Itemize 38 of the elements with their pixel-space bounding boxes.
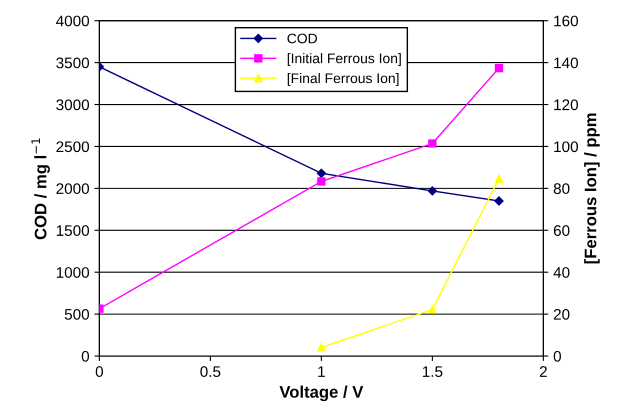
- point: [428, 305, 437, 314]
- y2-tick-label: 20: [554, 308, 570, 320]
- y-tick-label: 0: [82, 350, 90, 362]
- x-tick-label: 2: [540, 366, 547, 377]
- point: [317, 177, 326, 186]
- y2-tick-label: 40: [553, 267, 570, 278]
- y2-tick-label: 60: [554, 225, 570, 236]
- y2-tick-label: 0: [554, 350, 561, 362]
- point: [494, 64, 504, 72]
- y-tick-label: 2000: [56, 183, 90, 194]
- point: [428, 186, 437, 196]
- x-tick-label: 1: [318, 366, 325, 377]
- legend-label: [Initial Ferrous Ion]: [288, 53, 401, 66]
- y-tick-label: 4000: [56, 16, 90, 26]
- y2-tick-label: 120: [554, 99, 578, 110]
- y-axis-title: COD / mg l$^{−1}$: [31, 138, 50, 240]
- x-axis-title: Voltage / V: [279, 386, 364, 402]
- point: [317, 343, 326, 352]
- legend-label: COD: [287, 34, 317, 44]
- y-tick-label: 3000: [56, 99, 90, 110]
- y2-axis-title: [Ferrous Ion] / ppm: [584, 113, 600, 264]
- x-tick-label: 0.5: [200, 366, 220, 377]
- y2-tick-label: 160: [554, 16, 578, 26]
- legend-label: [Final Ferrous Ion]: [288, 72, 398, 86]
- y-tick-label: 3500: [56, 57, 90, 68]
- y-tick-label: 1500: [56, 225, 90, 236]
- y-tick-label: 1000: [56, 267, 90, 278]
- x-tick-label: 1.5: [422, 366, 442, 377]
- y-tick-label: 2500: [56, 141, 90, 152]
- y2-tick-label: 100: [554, 141, 578, 152]
- point: [494, 196, 504, 206]
- point: [428, 139, 437, 148]
- y-tick-label: 500: [64, 308, 90, 320]
- x-tick-label: 0: [96, 366, 104, 377]
- point: [316, 168, 326, 178]
- y2-tick-label: 80: [554, 183, 570, 194]
- point: [494, 174, 504, 183]
- y2-tick-label: 140: [554, 57, 578, 68]
